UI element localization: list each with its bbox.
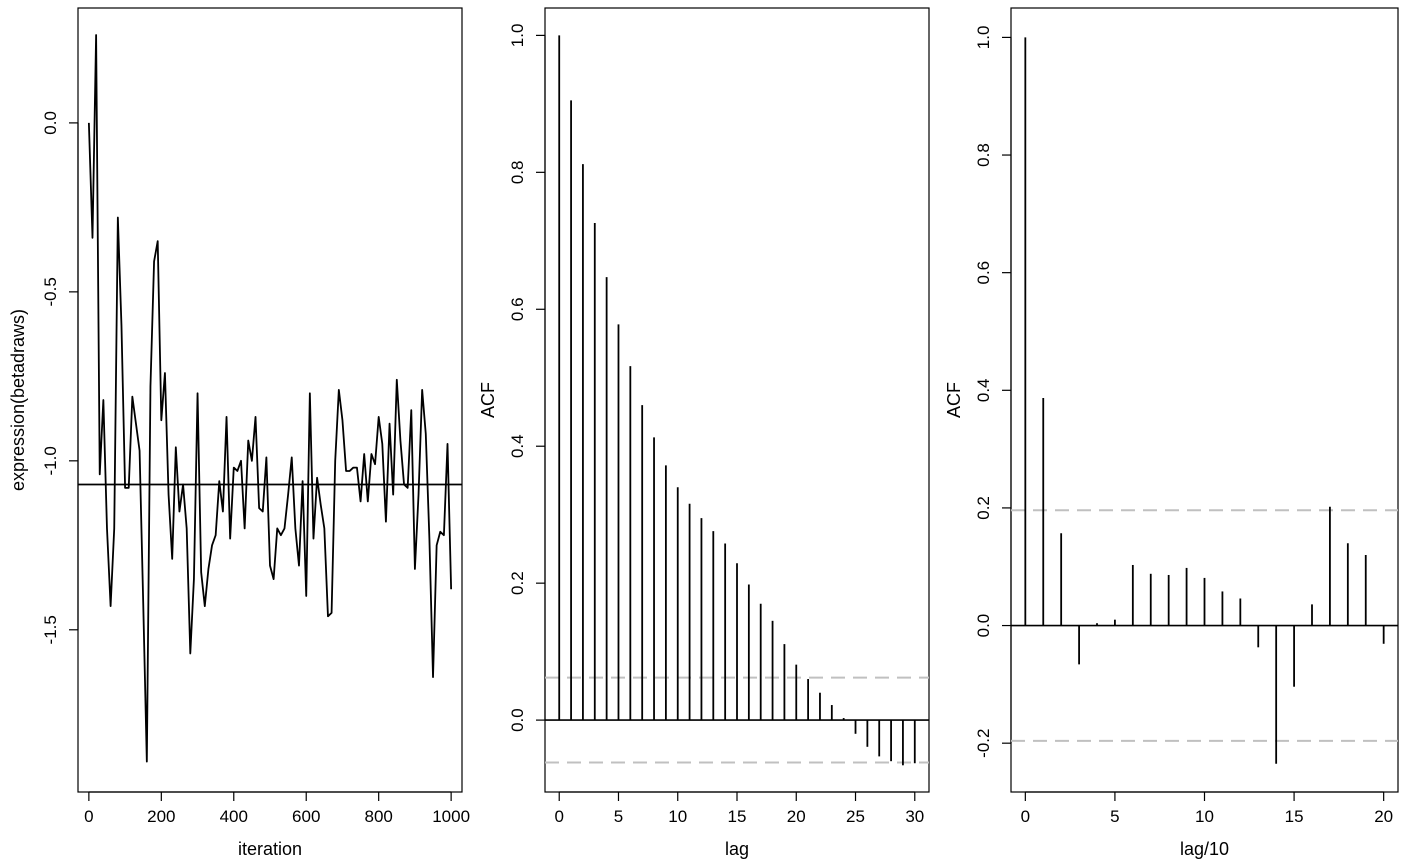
acf-thinned-y-tick-label: 0.8	[974, 143, 993, 167]
acf-thinned-y-tick-label: 0.0	[974, 614, 993, 638]
trace-plot-panel: 0 200 400 600 800 1000 iteration 0.0 -0.5 -1.0 -1.…	[8, 7, 470, 859]
acf-y-tick-label: 0.8	[508, 161, 527, 185]
acf-thinned-x-tick-label: 20	[1374, 807, 1393, 826]
acf-x-tick-label: 20	[787, 807, 806, 826]
acf-lag-plot-panel: 0 5 10 15 20 25 30 lag 0.0 0.2 0.4 0.6 0.8 1.0 ACF	[478, 7, 930, 859]
trace-y-tick-label: 0.0	[41, 111, 60, 135]
acf-thinned-x-tick-label: 0	[1021, 807, 1030, 826]
trace-y-axis-title: expression(betadraws)	[8, 309, 28, 491]
trace-x-tick-label: 1000	[432, 807, 470, 826]
acf-x-axis-title: lag	[725, 839, 749, 859]
trace-x-tick-label: 0	[84, 807, 93, 826]
acf-thinned-y-tick-label: -0.2	[974, 729, 993, 758]
acf-x-tick-label: 0	[554, 807, 563, 826]
acf-thinned-y-tick-label: 0.2	[974, 496, 993, 520]
acf-thinned-y-tick-label: 0.4	[974, 378, 993, 402]
acf-y-axis-title: ACF	[478, 382, 498, 418]
acf-y-tick-label: 0.4	[508, 434, 527, 458]
trace-y-tick-label: -0.5	[41, 277, 60, 306]
acf-y-tick-label: 1.0	[508, 24, 527, 48]
acf-thinned-y-tick-label: 1.0	[974, 26, 993, 50]
trace-plot-frame	[77, 7, 463, 793]
acf-thinned-x-tick-label: 10	[1195, 807, 1214, 826]
acf-thinned-y-tick-label: 0.6	[974, 261, 993, 285]
acf-x-tick-label: 15	[728, 807, 747, 826]
trace-x-tick-label: 800	[364, 807, 392, 826]
acf-y-tick-label: 0.2	[508, 571, 527, 595]
acf-x-tick-label: 25	[846, 807, 865, 826]
acf-y-tick-label: 0.6	[508, 297, 527, 321]
acf-thinned-x-axis-title: lag/10	[1180, 839, 1229, 859]
trace-series-line	[87, 34, 453, 763]
acf-thinned-plot-panel: 0 5 10 15 20 lag/10 -0.2 0.0 0.2 0.4 0.6 0.8 1.0 ACF	[944, 7, 1399, 859]
acf-y-tick-label: 0.0	[508, 708, 527, 732]
acf-x-tick-label: 30	[905, 807, 924, 826]
acf-thinned-x-tick-label: 5	[1110, 807, 1119, 826]
trace-x-tick-label: 200	[147, 807, 175, 826]
acf-x-tick-label: 10	[668, 807, 687, 826]
trace-x-tick-label: 400	[220, 807, 248, 826]
trace-y-tick-label: -1.5	[41, 615, 60, 644]
acf-thinned-x-tick-label: 15	[1285, 807, 1304, 826]
trace-x-tick-label: 600	[292, 807, 320, 826]
acf-thinned-y-axis-title: ACF	[944, 382, 964, 418]
acf-thinned-plot-frame	[1010, 7, 1399, 793]
trace-x-axis-title: iteration	[238, 839, 302, 859]
trace-y-tick-label: -1.0	[41, 446, 60, 475]
acf-x-tick-label: 5	[614, 807, 623, 826]
